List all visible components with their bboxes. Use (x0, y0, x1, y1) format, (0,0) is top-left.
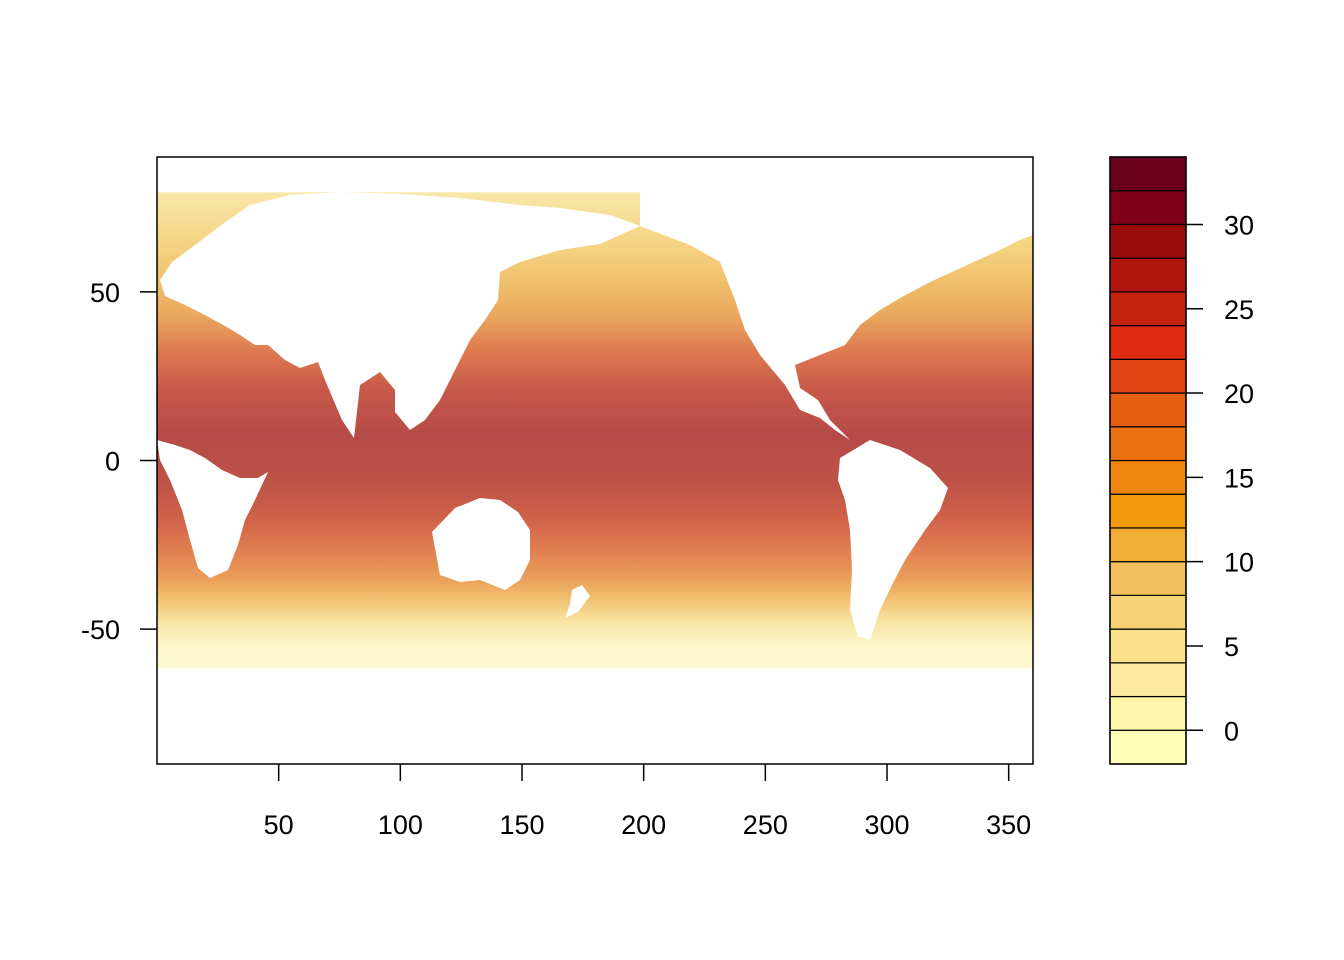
colorbar-segment (1109, 223, 1187, 259)
australia-landmass (432, 498, 530, 590)
africa-landmass (157, 440, 268, 578)
colorbar-segment (1109, 291, 1187, 327)
colorbar-segment (1109, 729, 1187, 765)
plot-content (157, 157, 1033, 764)
arctic-landmass (157, 157, 1033, 192)
colorbar-segment (1109, 662, 1187, 698)
x-tick-label: 350 (986, 810, 1031, 840)
antarctica-landmass (157, 672, 1033, 764)
greenland-landmass (890, 195, 1000, 250)
colorbar-tick-label: 0 (1224, 716, 1239, 746)
x-tick-label: 50 (264, 810, 294, 840)
colorbar-segment (1109, 628, 1187, 664)
new-zealand-landmass (565, 585, 590, 618)
colorbar-segment (1109, 493, 1187, 529)
colorbar-tick-label: 25 (1224, 295, 1254, 325)
y-tick-label: -50 (81, 615, 120, 645)
x-tick-label: 300 (864, 810, 909, 840)
colorbar-segment (1109, 527, 1187, 563)
colorbar-segment (1109, 426, 1187, 462)
colorbar-segment (1109, 325, 1187, 360)
x-tick-label: 100 (378, 810, 423, 840)
colorbar-tick-label: 15 (1224, 463, 1254, 493)
colorbar-segment (1109, 459, 1187, 495)
x-tick-label: 250 (743, 810, 788, 840)
land-masses (157, 157, 1033, 764)
y-tick-label: 0 (105, 447, 120, 477)
colorbar-tick-label: 5 (1224, 632, 1239, 662)
eurasia-landmass (160, 192, 640, 438)
south-america-landmass (838, 440, 948, 640)
colorbar-tick-label: 20 (1224, 379, 1254, 409)
colorbar-segment (1109, 257, 1187, 293)
colorbar-segment (1109, 156, 1187, 192)
colorbar: 0 5 10 15 20 25 30 (1109, 156, 1254, 765)
colorbar-segment (1109, 594, 1187, 630)
y-tick-label: 50 (90, 278, 120, 308)
x-tick-label: 150 (499, 810, 544, 840)
y-axis: 50 0 -50 (81, 278, 157, 645)
x-tick-label: 200 (621, 810, 666, 840)
colorbar-frame (1109, 156, 1187, 765)
colorbar-segment (1109, 190, 1187, 226)
colorbar-segment (1109, 561, 1187, 596)
x-axis: 50 100 150 200 250 300 350 (264, 764, 1031, 840)
colorbar-segment (1109, 695, 1187, 731)
colorbar-tick-label: 30 (1224, 210, 1254, 240)
colorbar-segment (1109, 358, 1187, 394)
colorbar-segment (1109, 392, 1187, 428)
colorbar-tick-label: 10 (1224, 548, 1254, 578)
